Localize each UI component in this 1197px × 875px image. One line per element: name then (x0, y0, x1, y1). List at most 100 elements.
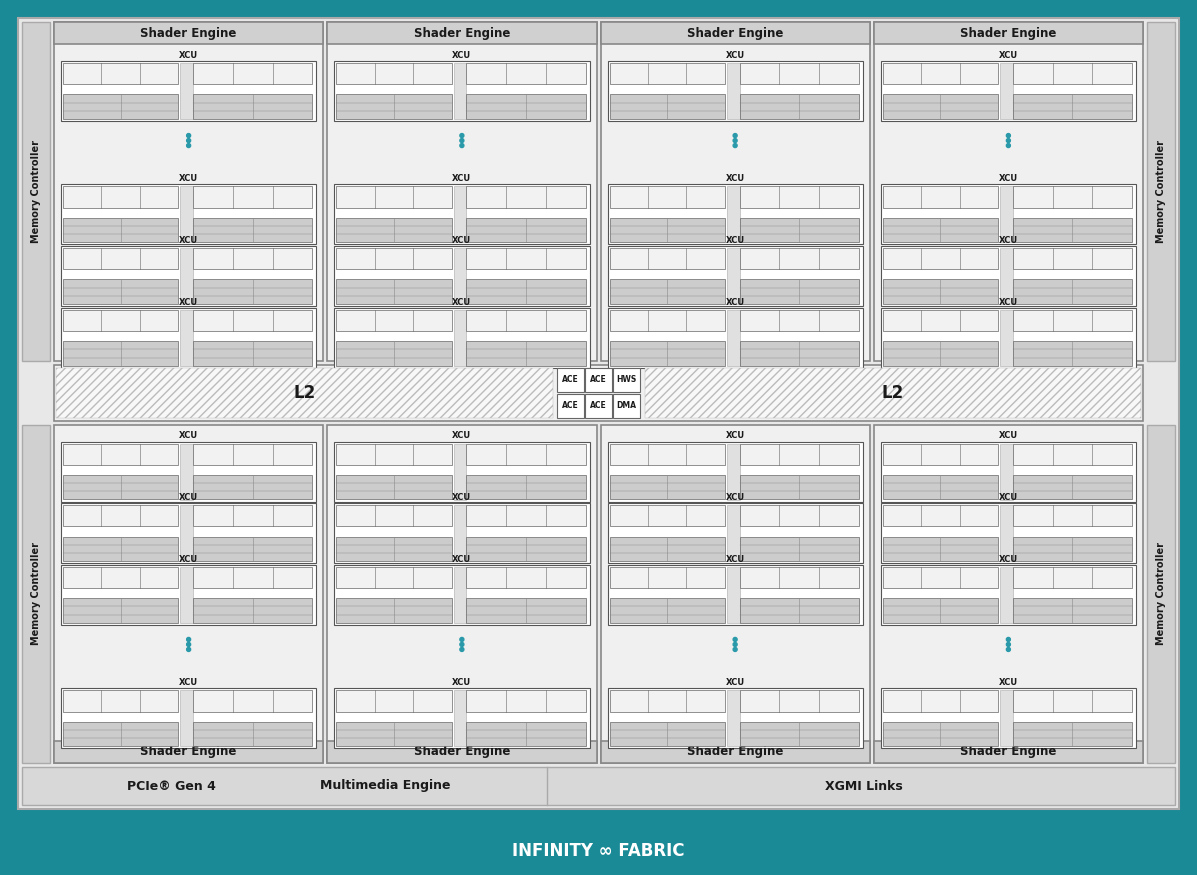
Bar (61, 61, 316, 121)
Bar (61, 246, 316, 306)
Bar (882, 218, 998, 242)
Bar (881, 442, 1136, 501)
Bar (181, 505, 193, 561)
Bar (608, 442, 863, 501)
Bar (22, 22, 50, 360)
Circle shape (1007, 144, 1010, 148)
Bar (336, 722, 451, 746)
Bar (63, 186, 178, 207)
Bar (334, 308, 589, 368)
Text: XCU: XCU (725, 236, 745, 245)
Text: DMA: DMA (616, 401, 636, 410)
Bar (336, 186, 451, 207)
Bar (874, 741, 1143, 763)
Bar (454, 444, 467, 500)
Bar (193, 310, 312, 331)
Bar (336, 505, 451, 527)
Bar (467, 475, 585, 500)
Text: XCU: XCU (452, 298, 472, 307)
Bar (1013, 567, 1132, 588)
Circle shape (460, 144, 464, 148)
Bar (1001, 690, 1013, 746)
Bar (1001, 63, 1013, 119)
Bar (336, 341, 451, 366)
Circle shape (733, 638, 737, 641)
Bar (608, 565, 863, 625)
Bar (609, 186, 725, 207)
Bar (881, 565, 1136, 625)
Bar (467, 690, 585, 711)
Bar (882, 598, 998, 623)
Bar (1001, 505, 1013, 561)
Bar (193, 218, 312, 242)
Bar (609, 63, 725, 84)
Text: Shader Engine: Shader Engine (414, 26, 510, 39)
Bar (1013, 598, 1132, 623)
Circle shape (1007, 638, 1010, 641)
Bar (727, 444, 740, 500)
Bar (1013, 444, 1132, 465)
Bar (63, 690, 178, 711)
Text: XCU: XCU (725, 431, 745, 440)
Bar (467, 444, 585, 465)
Bar (1001, 567, 1013, 623)
Bar (609, 598, 725, 623)
Text: XCU: XCU (180, 298, 199, 307)
Bar (1013, 475, 1132, 500)
Circle shape (1007, 134, 1010, 137)
Bar (193, 690, 312, 711)
Text: Shader Engine: Shader Engine (687, 26, 783, 39)
Text: XCU: XCU (725, 555, 745, 564)
Circle shape (1007, 642, 1010, 647)
Bar (727, 63, 740, 119)
Text: XCU: XCU (998, 51, 1017, 60)
Bar (740, 341, 858, 366)
Bar (609, 505, 725, 527)
Circle shape (733, 648, 737, 652)
Bar (336, 598, 451, 623)
Bar (609, 536, 725, 561)
Bar (336, 475, 451, 500)
Bar (1001, 248, 1013, 304)
Bar (467, 218, 585, 242)
Bar (454, 690, 467, 746)
Bar (881, 246, 1136, 306)
Text: Shader Engine: Shader Engine (140, 26, 237, 39)
Bar (882, 94, 998, 119)
Bar (609, 218, 725, 242)
Text: XCU: XCU (180, 431, 199, 440)
Bar (740, 218, 858, 242)
Bar (882, 567, 998, 588)
Bar (740, 248, 858, 270)
Text: XCU: XCU (998, 298, 1017, 307)
Bar (1013, 310, 1132, 331)
Bar (22, 424, 50, 763)
Bar (881, 185, 1136, 244)
Circle shape (733, 138, 737, 143)
Text: Shader Engine: Shader Engine (960, 26, 1057, 39)
Bar (63, 279, 178, 304)
Bar (740, 536, 858, 561)
Text: XCU: XCU (180, 678, 199, 687)
Bar (1013, 218, 1132, 242)
Bar (727, 567, 740, 623)
Bar (181, 186, 193, 242)
Bar (740, 279, 858, 304)
Bar (467, 186, 585, 207)
Bar (727, 186, 740, 242)
Bar (874, 22, 1143, 360)
Circle shape (1007, 648, 1010, 652)
Bar (882, 536, 998, 561)
Bar (882, 690, 998, 711)
Bar (601, 22, 870, 44)
Bar (467, 505, 585, 527)
Bar (727, 690, 740, 746)
Circle shape (460, 134, 464, 137)
Bar (193, 722, 312, 746)
Bar (740, 444, 858, 465)
Bar (63, 444, 178, 465)
Text: ACE: ACE (561, 375, 578, 384)
Text: XCU: XCU (452, 678, 472, 687)
Bar (181, 63, 193, 119)
Text: XCU: XCU (998, 493, 1017, 502)
